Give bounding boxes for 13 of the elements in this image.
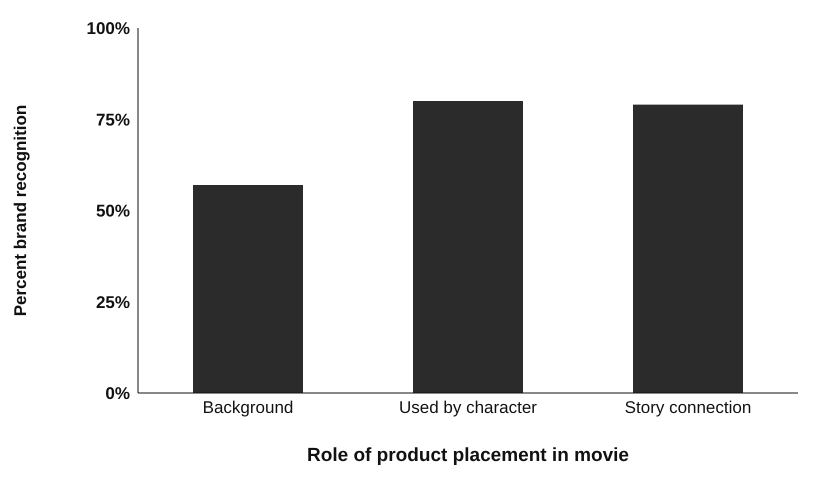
bar [413,101,523,393]
bar [633,104,743,393]
x-tick-label: Background [202,398,294,418]
x-tick-label: Used by character [399,398,538,418]
bar [193,184,303,393]
y-tick-label: 75% [96,110,130,130]
y-axis-title: Percent brand recognition [11,104,30,316]
y-tick-label: 100% [86,19,130,38]
x-axis-title: Role of product placement in movie [307,445,629,466]
y-tick-label: 25% [96,292,130,312]
y-tick-label: 0% [105,384,130,404]
y-tick-label: 50% [96,202,130,221]
x-tick-label: Story connection [624,398,752,418]
